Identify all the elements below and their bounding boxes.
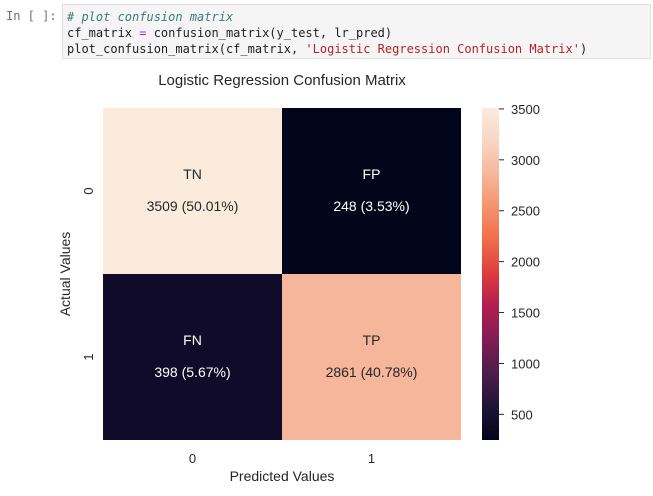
colorbar-tick-label: 2500	[511, 204, 540, 219]
colorbar-tick-label: 1000	[511, 356, 540, 371]
x-tick-label: 1	[368, 451, 375, 466]
code-cell-input[interactable]: # plot confusion matrix cf_matrix = confu…	[62, 4, 651, 59]
colorbar	[482, 108, 499, 440]
colorbar-tick-label: 500	[511, 407, 533, 422]
x-tick-label: 0	[189, 451, 196, 466]
y-tick-label: 1	[81, 353, 96, 360]
cell-label: TN	[183, 166, 202, 182]
code-token-str: 'Logistic Regression Confusion Matrix'	[305, 42, 580, 56]
x-axis-label: Predicted Values	[230, 468, 335, 484]
code-token-plain: cf_matrix	[67, 26, 140, 40]
colorbar-tick-label: 3000	[511, 153, 540, 168]
colorbar-tick-label: 1500	[511, 306, 540, 321]
cell-annotation: 398 (5.67%)	[154, 364, 230, 380]
code-token-op: =	[139, 26, 147, 40]
cell-label: TP	[363, 332, 381, 348]
heatmap-cell	[103, 274, 282, 440]
cell-label: FP	[363, 166, 381, 182]
heatmap-cell	[103, 108, 282, 274]
code-token-plain: plot_confusion_matrix(cf_matrix,	[67, 42, 306, 56]
code-line: # plot confusion matrix	[67, 9, 646, 25]
cell-prompt: In [ ]:	[6, 9, 57, 23]
code-line: plot_confusion_matrix(cf_matrix, 'Logist…	[67, 41, 646, 57]
cell-annotation: 248 (3.53%)	[333, 198, 409, 214]
cell-annotation: 3509 (50.01%)	[147, 198, 239, 214]
chart-title: Logistic Regression Confusion Matrix	[158, 72, 406, 89]
cell-annotation: 2861 (40.78%)	[326, 364, 418, 380]
colorbar-tick-label: 2000	[511, 255, 540, 270]
colorbar-tick-label: 3500	[511, 102, 540, 117]
code-token-plain: confusion_matrix(y_test, lr_pred)	[146, 26, 393, 40]
heatmap-cell	[282, 274, 461, 440]
y-tick-label: 0	[81, 187, 96, 194]
code-token-comment: # plot confusion matrix	[67, 10, 234, 24]
code-line: cf_matrix = confusion_matrix(y_test, lr_…	[67, 25, 646, 41]
code-token-plain: )	[579, 42, 588, 56]
cell-label: FN	[183, 332, 202, 348]
y-axis-label: Actual Values	[57, 232, 73, 317]
heatmap-cell	[282, 108, 461, 274]
